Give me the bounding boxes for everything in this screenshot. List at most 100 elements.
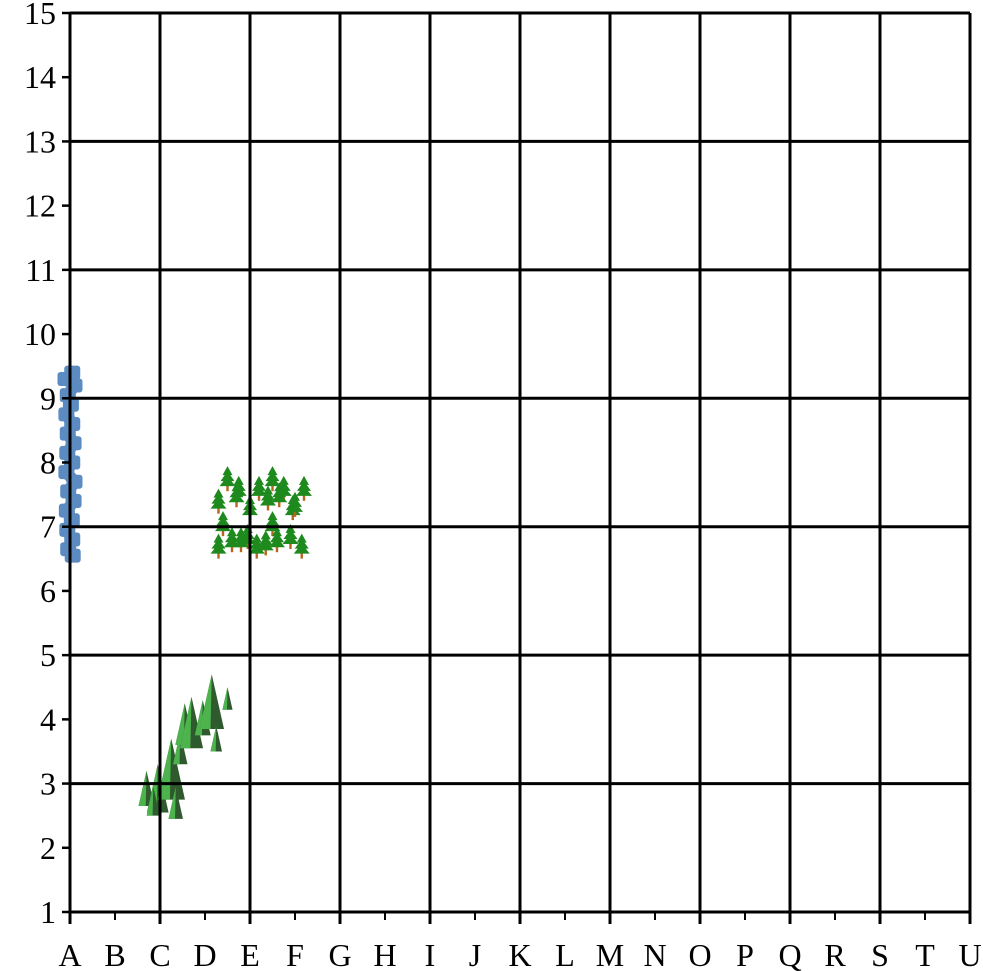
- x-label-t: T: [915, 937, 935, 971]
- y-label-6: 6: [40, 573, 56, 609]
- pine-tree-icon: [287, 491, 303, 517]
- pine-top: [263, 485, 273, 495]
- pine-tree-icon: [260, 485, 276, 511]
- x-label-a: A: [58, 937, 81, 971]
- x-label-d: D: [193, 937, 216, 971]
- pine-top: [222, 466, 233, 476]
- pine-bottom: [248, 543, 265, 554]
- forest-peak-highlight: [175, 703, 185, 746]
- y-label-10: 10: [24, 316, 56, 352]
- pine-trunk: [217, 552, 220, 559]
- y-label-2: 2: [40, 830, 56, 866]
- features-layer: [57, 365, 312, 819]
- pine-trunk: [291, 514, 294, 521]
- pine-trunk: [266, 504, 270, 511]
- y-label-9: 9: [40, 380, 56, 416]
- x-label-f: F: [286, 937, 304, 971]
- forest-peak-icon: [179, 696, 204, 749]
- x-label-i: I: [425, 937, 436, 971]
- pine-trunk: [278, 501, 281, 508]
- pine-trunk: [271, 530, 274, 537]
- pine-tree-icon: [282, 523, 299, 549]
- pine-bottom: [251, 485, 267, 496]
- x-label-n: N: [643, 937, 666, 971]
- pine-bottom: [210, 543, 227, 554]
- pine-top: [236, 527, 246, 537]
- y-label-15: 15: [24, 0, 56, 31]
- pine-top: [296, 533, 307, 543]
- pine-trunk: [275, 546, 279, 553]
- pine-trunk: [302, 494, 306, 501]
- forest-peak-icon: [146, 786, 160, 816]
- pine-trunk: [289, 542, 292, 549]
- forest-peak-highlight: [146, 786, 154, 816]
- pine-trunk: [300, 552, 303, 559]
- x-label-p: P: [736, 937, 754, 971]
- grid-layer: [62, 11, 972, 924]
- x-label-e: E: [240, 937, 260, 971]
- x-label-q: Q: [778, 937, 801, 971]
- pine-tree-icon: [210, 488, 227, 514]
- pine-bottom: [260, 495, 276, 506]
- pine-trunk: [226, 485, 229, 492]
- pine-bottom: [228, 492, 245, 503]
- y-label-7: 7: [40, 509, 56, 545]
- x-label-u: U: [958, 937, 981, 971]
- pine-tree-icon: [251, 475, 267, 501]
- pine-tree-icon: [233, 527, 249, 553]
- pine-bottom: [219, 476, 236, 487]
- pine-bottom: [257, 540, 274, 551]
- pine-tree-icon: [269, 527, 285, 553]
- pine-top: [274, 482, 285, 492]
- x-label-s: S: [871, 937, 889, 971]
- pine-top: [213, 533, 224, 543]
- pine-top: [213, 488, 224, 498]
- pine-top: [272, 527, 282, 537]
- y-label-13: 13: [24, 123, 56, 159]
- pine-bottom: [264, 476, 281, 487]
- y-label-1: 1: [40, 894, 56, 930]
- pine-tree-icon: [215, 511, 231, 537]
- pine-top: [227, 527, 237, 537]
- pine-trunk: [257, 494, 261, 501]
- pine-tree-icon: [210, 533, 227, 559]
- pine-top: [278, 475, 289, 485]
- forest-peak-highlight: [173, 732, 181, 765]
- pine-trunk: [235, 501, 238, 508]
- x-label-b: B: [104, 937, 125, 971]
- pine-trunk: [271, 485, 274, 492]
- pine-trunk: [230, 546, 234, 553]
- pine-bottom: [210, 498, 227, 509]
- x-label-l: L: [555, 937, 575, 971]
- x-label-g: G: [328, 937, 351, 971]
- pine-tree-icon: [248, 533, 265, 559]
- x-label-j: J: [469, 937, 481, 971]
- pine-trunk: [239, 546, 243, 553]
- pine-bottom: [269, 537, 285, 548]
- pine-bottom: [233, 537, 249, 548]
- y-label-12: 12: [24, 188, 56, 224]
- pine-tree-icon: [293, 533, 310, 559]
- forest-peak-icon: [199, 674, 225, 729]
- pine-tree-icon: [257, 530, 274, 556]
- pine-bottom: [271, 492, 288, 503]
- y-label-11: 11: [25, 252, 56, 288]
- pine-top: [251, 533, 262, 543]
- pine-bottom: [287, 501, 303, 512]
- x-label-k: K: [508, 937, 531, 971]
- pine-top: [231, 482, 242, 492]
- river-segment: [64, 548, 81, 563]
- pine-top: [260, 530, 271, 540]
- x-label-c: C: [149, 937, 170, 971]
- forest-peak-icon: [210, 725, 223, 752]
- pine-trunk: [293, 510, 297, 517]
- pine-trunk: [255, 552, 258, 559]
- x-label-m: M: [596, 937, 624, 971]
- pine-top: [218, 511, 228, 521]
- forest-peak-highlight: [210, 725, 217, 752]
- pine-tree-icon: [296, 475, 312, 501]
- pine-top: [254, 475, 264, 485]
- pine-top: [267, 511, 278, 521]
- pine-bottom: [282, 533, 299, 544]
